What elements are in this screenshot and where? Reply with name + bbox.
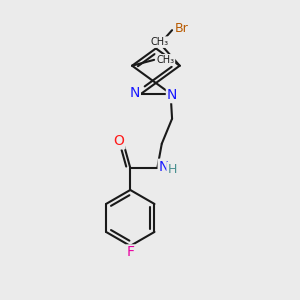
Text: CH₃: CH₃ — [156, 55, 174, 65]
Text: CH₃: CH₃ — [151, 37, 169, 47]
Text: N: N — [130, 85, 140, 100]
Text: H: H — [167, 163, 177, 176]
Text: N: N — [159, 160, 169, 174]
Text: F: F — [126, 245, 134, 260]
Text: N: N — [167, 88, 177, 102]
Text: O: O — [114, 134, 124, 148]
Text: Br: Br — [175, 22, 188, 35]
